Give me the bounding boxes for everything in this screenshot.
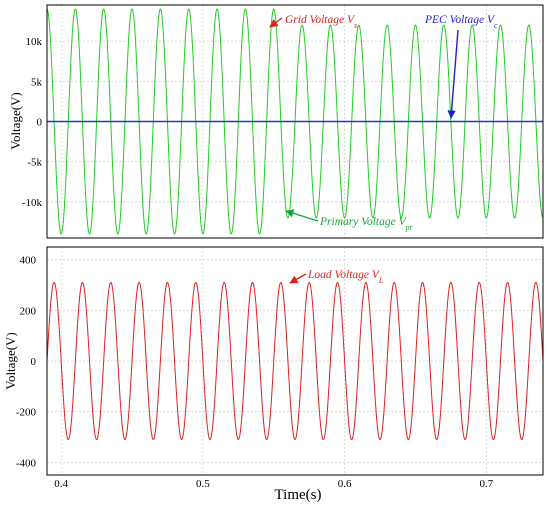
primary-voltage-arrow <box>285 209 319 222</box>
top-y-axis-label: Voltage(V) <box>8 92 23 150</box>
load-voltage-arrow <box>289 273 307 284</box>
bottom-y-axis-label: Voltage(V) <box>3 332 18 390</box>
bottom-y-tick-label: -400 <box>16 457 37 469</box>
top-y-tick-label: 5k <box>31 76 43 88</box>
x-tick-label: 0.6 <box>338 478 352 490</box>
panel-top: -10k -5k 0 5k 10k Voltage(V) Grid Voltage Vs… <box>8 4 544 239</box>
x-tick-label: 0.5 <box>196 478 210 490</box>
top-y-tick-label: 10k <box>26 36 43 48</box>
load-voltage-label: Load Voltage VL <box>307 269 384 285</box>
top-y-ticks: -10k -5k 0 5k 10k <box>22 36 43 209</box>
top-lines <box>46 8 544 235</box>
top-y-tick-label: 0 <box>37 117 43 129</box>
top-annotations: Grid Voltage Vs PEC Voltage Vc Primary Vol… <box>269 14 498 232</box>
bottom-y-tick-label: 0 <box>31 356 37 368</box>
top-y-tick-label: -10k <box>22 197 43 209</box>
bottom-plot-frame <box>46 246 544 476</box>
bottom-y-tick-label: 200 <box>20 305 37 317</box>
x-axis-label: Time(s) <box>275 487 322 503</box>
load-voltage-line <box>46 281 544 441</box>
pec-voltage-label: PEC Voltage Vc <box>424 14 498 30</box>
bottom-y-tick-label: -200 <box>16 407 37 419</box>
top-y-tick-label: -5k <box>27 157 42 169</box>
bottom-x-ticks: 0.4 0.5 0.6 0.7 <box>54 478 493 490</box>
pec-voltage-arrow <box>447 29 459 119</box>
bottom-y-ticks: -400 -200 0 200 400 <box>16 255 37 470</box>
bottom-lines <box>46 281 544 441</box>
primary-voltage-label: Primary Voltage Vpr <box>319 216 414 232</box>
top-plot-frame <box>46 4 544 239</box>
grid-voltage-label: Grid Voltage Vs <box>285 14 357 30</box>
bottom-annotations: Load Voltage VL <box>289 269 384 285</box>
x-tick-label: 0.7 <box>479 478 493 490</box>
bottom-y-tick-label: 400 <box>20 255 37 267</box>
x-tick-label: 0.4 <box>54 478 68 490</box>
grid-voltage-arrow <box>269 17 283 28</box>
bottom-grid <box>47 247 543 475</box>
